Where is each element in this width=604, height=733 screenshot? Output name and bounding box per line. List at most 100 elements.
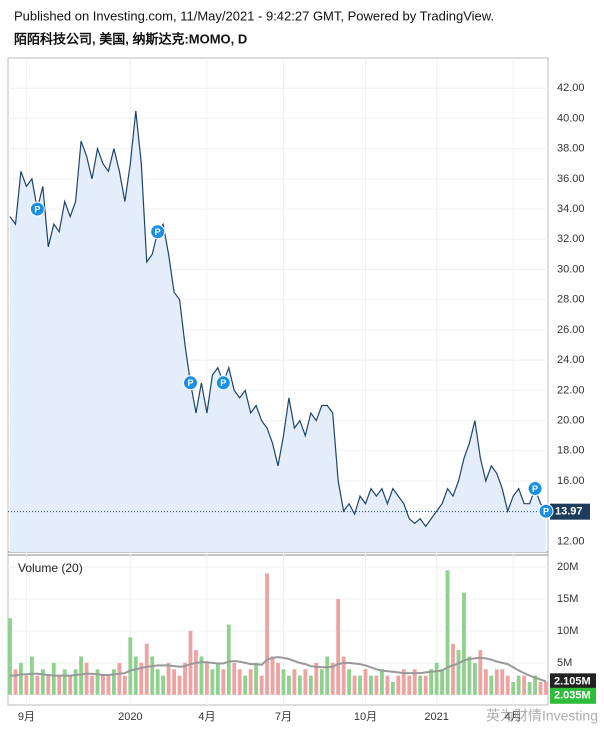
volume-bar xyxy=(166,662,171,695)
volume-bar xyxy=(358,675,362,695)
volume-bar xyxy=(396,675,401,695)
volume-bar xyxy=(483,669,488,695)
x-tick-label: 10月 xyxy=(354,711,377,723)
volume-bar xyxy=(276,662,280,695)
volume-bar xyxy=(248,669,253,695)
volume-bar xyxy=(374,675,379,695)
volume-bar xyxy=(533,675,537,695)
volume-bar xyxy=(538,682,543,695)
x-tick-label: 4月 xyxy=(198,711,215,723)
volume-bar xyxy=(544,681,548,695)
volume-bar xyxy=(112,669,116,695)
volume-bar xyxy=(8,618,12,695)
volume-bar xyxy=(297,675,302,695)
volume-bar xyxy=(95,669,100,695)
volume-bar xyxy=(467,656,472,695)
volume-bar xyxy=(183,662,187,695)
chart-title: 陌陌科技公司, 美国, 纳斯达克:MOMO, D xyxy=(14,31,247,46)
volume-bar xyxy=(303,669,308,695)
y-tick-label: 22.00 xyxy=(557,384,585,396)
event-marker-label: P xyxy=(543,507,549,517)
volume-bar xyxy=(35,675,40,695)
volume-bar xyxy=(128,637,133,695)
event-marker-label: P xyxy=(532,484,538,494)
volume-bar xyxy=(270,656,275,695)
event-marker xyxy=(182,375,198,391)
volume-bar xyxy=(478,650,483,695)
volume-bar xyxy=(194,650,198,695)
volume-bar xyxy=(24,675,29,695)
volume-bar xyxy=(19,662,23,695)
event-marker xyxy=(29,201,45,217)
last-price-label: 13.97 xyxy=(555,506,583,518)
volume-last-box xyxy=(550,687,596,704)
y-tick-label: 28.00 xyxy=(557,294,585,306)
volume-bar xyxy=(505,675,510,695)
price-area xyxy=(10,110,546,553)
volume-bar xyxy=(347,669,352,695)
volume-bar xyxy=(62,669,67,695)
event-marker-label: P xyxy=(187,378,193,388)
y-tick-label: 20.00 xyxy=(557,414,585,426)
volume-bar xyxy=(204,662,209,695)
volume-bar xyxy=(527,682,532,695)
event-marker xyxy=(538,503,554,519)
volume-bar xyxy=(177,675,182,695)
event-marker-label: P xyxy=(220,378,226,388)
volume-bar xyxy=(456,650,461,695)
volume-bar xyxy=(29,656,34,695)
volume-bar xyxy=(511,682,516,695)
volume-bar xyxy=(139,662,144,695)
volume-bar xyxy=(380,669,384,695)
volume-bar xyxy=(79,656,84,695)
x-tick-label: 7月 xyxy=(275,711,292,723)
event-marker xyxy=(150,224,166,240)
volume-bar xyxy=(352,675,357,695)
y-tick-label: 34.00 xyxy=(557,203,585,215)
volume-bar xyxy=(133,656,138,695)
volume-bar xyxy=(150,656,155,695)
volume-bar xyxy=(155,669,160,695)
volume-bar xyxy=(308,675,313,695)
volume-label: Volume (20) xyxy=(18,561,83,575)
volume-bar xyxy=(522,675,527,695)
volume-bar xyxy=(451,643,455,695)
volume-bar xyxy=(106,675,111,695)
y-tick-label: 30.00 xyxy=(557,263,585,275)
event-marker-label: P xyxy=(34,204,40,214)
volume-bar xyxy=(51,662,56,695)
y-tick-label: 15M xyxy=(557,593,578,605)
volume-bar xyxy=(188,630,193,695)
event-marker-label: P xyxy=(155,227,161,237)
volume-bar xyxy=(494,669,499,695)
y-tick-label: 20M xyxy=(557,561,578,573)
x-tick-label: 9月 xyxy=(18,711,35,723)
overlay-watermark: 英为财情Investing xyxy=(486,708,598,724)
volume-bar xyxy=(68,675,73,695)
volume-bar xyxy=(319,669,324,695)
volume-last-label: 2.035M xyxy=(554,690,591,702)
volume-bar xyxy=(117,662,122,695)
volume-bar xyxy=(292,669,297,695)
volume-bar xyxy=(434,662,439,695)
y-tick-label: 5M xyxy=(557,657,572,669)
volume-bar xyxy=(40,669,45,695)
volume-bar xyxy=(210,669,215,695)
volume-bar xyxy=(161,675,166,695)
volume-bar xyxy=(46,675,51,695)
volume-ma-line xyxy=(10,656,547,683)
volume-bar xyxy=(90,675,94,695)
volume-bar xyxy=(412,669,417,695)
volume-bar xyxy=(462,592,466,695)
volume-bar xyxy=(407,675,412,695)
y-tick-label: 32.00 xyxy=(557,233,585,245)
volume-bar xyxy=(385,675,390,695)
volume-bar xyxy=(122,675,127,695)
volume-bar xyxy=(489,675,494,695)
volume-bar xyxy=(341,656,346,695)
volume-bar xyxy=(281,669,286,695)
volume-bar xyxy=(226,624,231,695)
y-tick-label: 12.00 xyxy=(557,535,585,547)
last-price-box xyxy=(550,503,590,520)
volume-bar xyxy=(254,662,259,695)
